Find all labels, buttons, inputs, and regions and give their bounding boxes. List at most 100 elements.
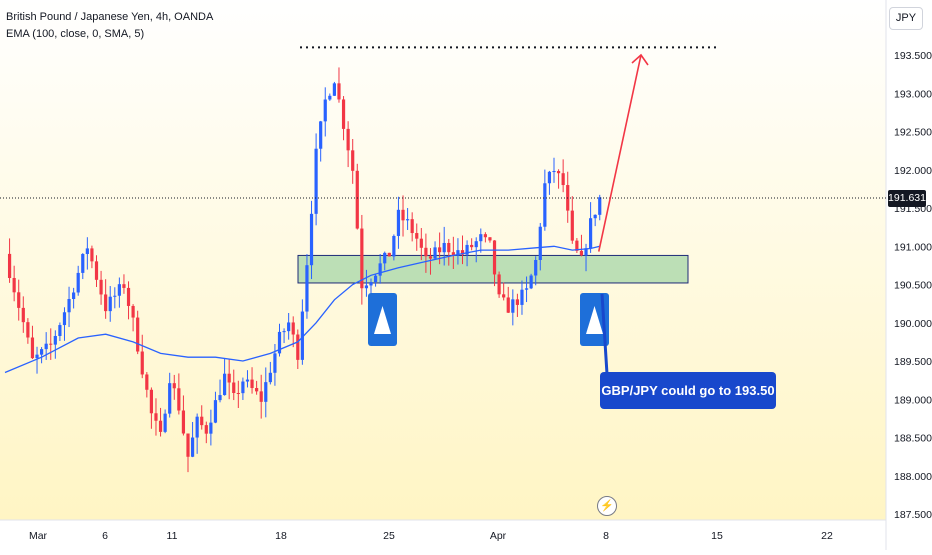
candle-body	[273, 353, 277, 373]
time-tick-label: 18	[275, 530, 287, 542]
candle-body	[515, 299, 519, 305]
last-price-label: 191.631	[888, 190, 926, 207]
candles	[7, 67, 602, 473]
price-axis[interactable]: 187.500 188.000 188.500 189.000 189.500 190.0…	[894, 50, 932, 521]
candle-body	[223, 373, 227, 396]
candle-body	[534, 259, 538, 276]
candle-body	[552, 171, 556, 173]
candle-body	[524, 288, 529, 290]
candle-body	[309, 213, 314, 266]
candle-body	[12, 277, 16, 293]
candle-body	[396, 209, 401, 236]
candle-body	[21, 307, 25, 323]
candle-body	[259, 391, 263, 402]
candle-body	[126, 287, 131, 306]
candle-body	[579, 250, 584, 256]
projection-arrow-head	[631, 53, 649, 66]
candle-body	[72, 292, 76, 300]
projection-arrow[interactable]	[597, 54, 642, 252]
candle-body	[415, 233, 419, 239]
ema-line[interactable]	[4, 245, 600, 374]
candle-body	[401, 209, 405, 221]
candle-body	[268, 372, 272, 383]
candle-body	[81, 254, 85, 273]
price-tick-label: 190.000	[894, 318, 932, 330]
indicator-title[interactable]: EMA (100, close, 0, SMA, 5)	[6, 28, 145, 40]
candle-body	[145, 374, 149, 390]
candle-body	[488, 237, 492, 241]
candle-body	[323, 99, 327, 122]
candle-body	[62, 312, 67, 326]
candle-body	[589, 218, 593, 249]
candle-body	[190, 437, 195, 457]
price-tick-label: 192.500	[894, 127, 932, 139]
candle-body	[378, 263, 382, 276]
time-tick-label: 22	[821, 530, 833, 542]
time-tick-label: 8	[603, 530, 609, 542]
candle-body	[479, 234, 483, 242]
candle-body	[76, 272, 80, 293]
candle-body	[424, 247, 428, 257]
candle-body	[90, 248, 94, 262]
price-tick-label: 188.500	[894, 433, 932, 445]
candle-body	[428, 256, 433, 259]
candle-body	[483, 234, 487, 238]
candle-body	[291, 322, 295, 335]
symbol-title[interactable]: British Pound / Japanese Yen, 4h, OANDA	[6, 11, 214, 23]
candle-body	[556, 171, 561, 174]
candle-body	[186, 433, 190, 457]
candle-body	[236, 392, 240, 394]
price-tick-label: 188.000	[894, 471, 932, 483]
candle-body	[250, 379, 254, 389]
candle-body	[85, 248, 89, 255]
candle-body	[538, 226, 542, 260]
candle-body	[406, 219, 410, 221]
candle-body	[218, 395, 222, 401]
time-tick-label: 25	[383, 530, 395, 542]
candle-body	[492, 240, 497, 275]
price-tick-label: 190.500	[894, 280, 932, 292]
price-tick-label: 191.000	[894, 241, 932, 253]
candle-body	[49, 343, 53, 345]
candle-body	[7, 253, 12, 278]
candle-body	[296, 334, 300, 360]
candle-body	[67, 299, 71, 313]
price-axis-background	[886, 0, 932, 550]
currency-button[interactable]: JPY	[889, 7, 923, 30]
candle-body	[351, 150, 355, 171]
up-arrow-marker[interactable]	[368, 293, 397, 346]
candle-body	[300, 311, 304, 360]
candle-body	[232, 382, 236, 393]
up-arrow-icon	[374, 306, 391, 334]
candle-body	[241, 381, 245, 394]
candle-body	[53, 335, 57, 345]
candle-body	[17, 292, 21, 308]
candle-body	[204, 425, 208, 434]
candle-body	[136, 317, 140, 352]
candle-body	[172, 383, 176, 389]
price-tick-label: 189.000	[894, 394, 932, 406]
time-tick-label: 11	[167, 530, 178, 542]
candle-body	[465, 244, 469, 255]
candle-body	[277, 331, 282, 354]
candle-body	[44, 343, 48, 350]
candle-body	[369, 282, 373, 286]
candle-body	[140, 351, 144, 375]
time-axis[interactable]: Mar 6 11 18 25 Apr 8 15 22	[29, 530, 833, 542]
candle-body	[255, 388, 259, 392]
candle-body	[154, 413, 158, 421]
candle-body	[264, 382, 268, 402]
candle-body	[474, 241, 478, 248]
candle-body	[410, 219, 414, 234]
candle-body	[355, 170, 359, 229]
candle-body	[168, 383, 172, 414]
candle-body	[209, 422, 213, 434]
candle-body	[364, 285, 369, 289]
candle-body	[40, 349, 44, 355]
candle-body	[543, 183, 547, 227]
candle-body	[570, 210, 574, 241]
candle-body	[419, 238, 423, 248]
lightning-icon[interactable]: ⚡	[597, 496, 617, 516]
